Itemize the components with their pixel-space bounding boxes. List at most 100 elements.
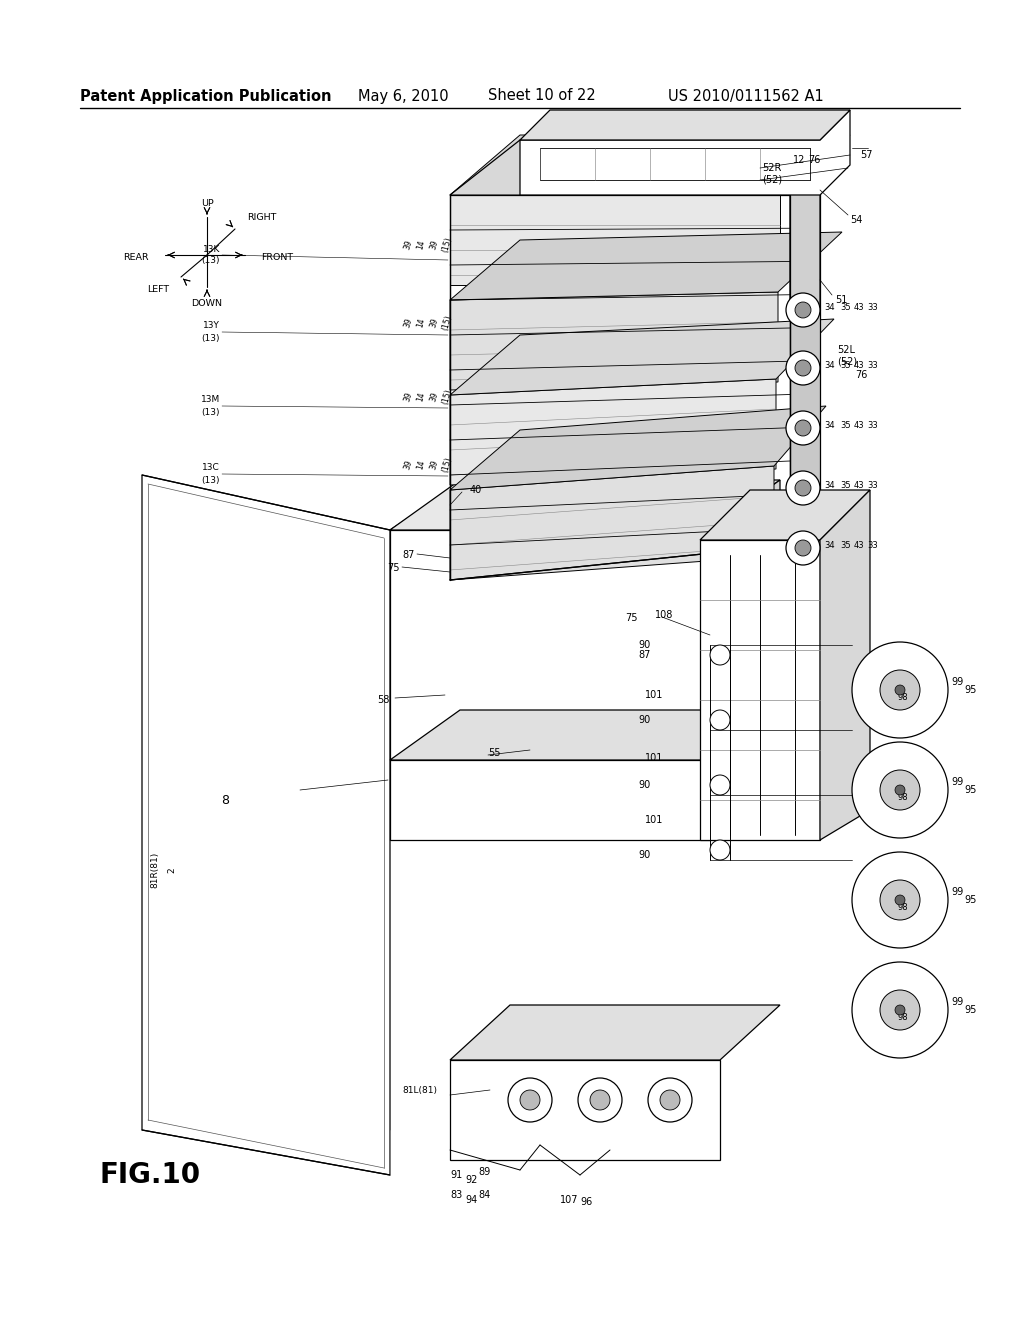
Text: 51: 51 <box>835 294 848 305</box>
Text: REAR: REAR <box>123 252 150 261</box>
Text: 95: 95 <box>964 685 976 696</box>
Text: 95: 95 <box>964 785 976 795</box>
Text: 13Y: 13Y <box>203 322 220 330</box>
Text: 75: 75 <box>625 612 638 623</box>
Circle shape <box>520 1090 540 1110</box>
Text: US 2010/0111562 A1: US 2010/0111562 A1 <box>668 88 823 103</box>
Circle shape <box>786 411 820 445</box>
Text: 12: 12 <box>793 154 805 165</box>
Circle shape <box>795 480 811 496</box>
Text: 94: 94 <box>465 1195 477 1205</box>
Text: 33: 33 <box>867 421 878 430</box>
Text: 39: 39 <box>428 239 439 251</box>
Text: (13): (13) <box>202 334 220 342</box>
Text: 81L(81): 81L(81) <box>402 1085 437 1094</box>
Polygon shape <box>390 531 710 760</box>
Text: 35: 35 <box>840 541 851 550</box>
Text: DOWN: DOWN <box>191 298 222 308</box>
Circle shape <box>852 962 948 1059</box>
Text: 98: 98 <box>898 793 908 803</box>
Text: (15): (15) <box>440 236 454 253</box>
Circle shape <box>852 851 948 948</box>
Text: 108: 108 <box>655 610 674 620</box>
Text: 90: 90 <box>638 850 650 861</box>
Circle shape <box>880 880 920 920</box>
Text: 33: 33 <box>867 482 878 491</box>
Circle shape <box>880 990 920 1030</box>
Circle shape <box>795 420 811 436</box>
Text: 98: 98 <box>898 693 908 702</box>
Polygon shape <box>142 475 390 1175</box>
Text: 96: 96 <box>580 1197 592 1206</box>
Circle shape <box>648 1078 692 1122</box>
Text: 14: 14 <box>416 239 427 251</box>
Text: (52): (52) <box>837 356 857 367</box>
Text: 98: 98 <box>898 1014 908 1023</box>
Circle shape <box>852 742 948 838</box>
Text: 89: 89 <box>478 1167 490 1177</box>
Text: 39: 39 <box>428 391 439 403</box>
Text: FRONT: FRONT <box>261 252 293 261</box>
Text: 39: 39 <box>402 239 414 251</box>
Text: 99: 99 <box>951 997 964 1007</box>
Text: 91: 91 <box>450 1170 462 1180</box>
Text: (13): (13) <box>202 475 220 484</box>
Polygon shape <box>450 292 778 389</box>
Text: 55: 55 <box>488 748 501 758</box>
Text: (52): (52) <box>762 176 782 185</box>
Text: 75: 75 <box>387 564 400 573</box>
Text: (15): (15) <box>440 314 454 331</box>
Text: 8: 8 <box>221 793 229 807</box>
Circle shape <box>710 840 730 861</box>
Polygon shape <box>390 760 710 840</box>
Polygon shape <box>450 319 834 395</box>
Text: 87: 87 <box>402 550 415 560</box>
Text: 99: 99 <box>951 887 964 898</box>
Text: 33: 33 <box>867 362 878 371</box>
Circle shape <box>895 685 905 696</box>
Text: RIGHT: RIGHT <box>247 213 276 222</box>
Text: 39: 39 <box>402 317 414 329</box>
Text: 107: 107 <box>560 1195 579 1205</box>
Polygon shape <box>820 490 870 840</box>
Polygon shape <box>450 195 780 285</box>
Circle shape <box>710 645 730 665</box>
Text: 95: 95 <box>964 895 976 906</box>
Polygon shape <box>390 710 780 760</box>
Text: 14: 14 <box>416 459 427 471</box>
Polygon shape <box>700 490 870 540</box>
Circle shape <box>660 1090 680 1110</box>
Circle shape <box>786 293 820 327</box>
Circle shape <box>710 775 730 795</box>
Text: 101: 101 <box>645 752 664 763</box>
Text: 81R(81): 81R(81) <box>150 851 159 888</box>
Text: 52L: 52L <box>837 345 855 355</box>
Text: 39: 39 <box>428 317 439 329</box>
Polygon shape <box>450 1060 720 1160</box>
Text: 99: 99 <box>951 677 964 686</box>
Text: 39: 39 <box>402 391 414 403</box>
Text: 2: 2 <box>167 867 176 873</box>
Circle shape <box>786 351 820 385</box>
Text: 35: 35 <box>840 482 851 491</box>
Text: (15): (15) <box>440 388 454 405</box>
Text: 35: 35 <box>840 304 851 313</box>
Circle shape <box>895 1005 905 1015</box>
Text: 43: 43 <box>854 362 864 371</box>
Circle shape <box>852 642 948 738</box>
Text: 43: 43 <box>854 304 864 313</box>
Text: 39: 39 <box>402 459 414 471</box>
Text: 43: 43 <box>854 421 864 430</box>
Text: 76: 76 <box>808 154 820 165</box>
Text: 14: 14 <box>416 317 427 329</box>
Polygon shape <box>450 135 850 195</box>
Text: Patent Application Publication: Patent Application Publication <box>80 88 332 103</box>
Text: LEFT: LEFT <box>146 285 169 293</box>
Text: May 6, 2010: May 6, 2010 <box>358 88 449 103</box>
Text: 40: 40 <box>470 484 482 495</box>
Polygon shape <box>450 407 826 490</box>
Text: 57: 57 <box>860 150 872 160</box>
Circle shape <box>590 1090 610 1110</box>
Polygon shape <box>790 310 820 545</box>
Text: (15): (15) <box>440 457 454 474</box>
